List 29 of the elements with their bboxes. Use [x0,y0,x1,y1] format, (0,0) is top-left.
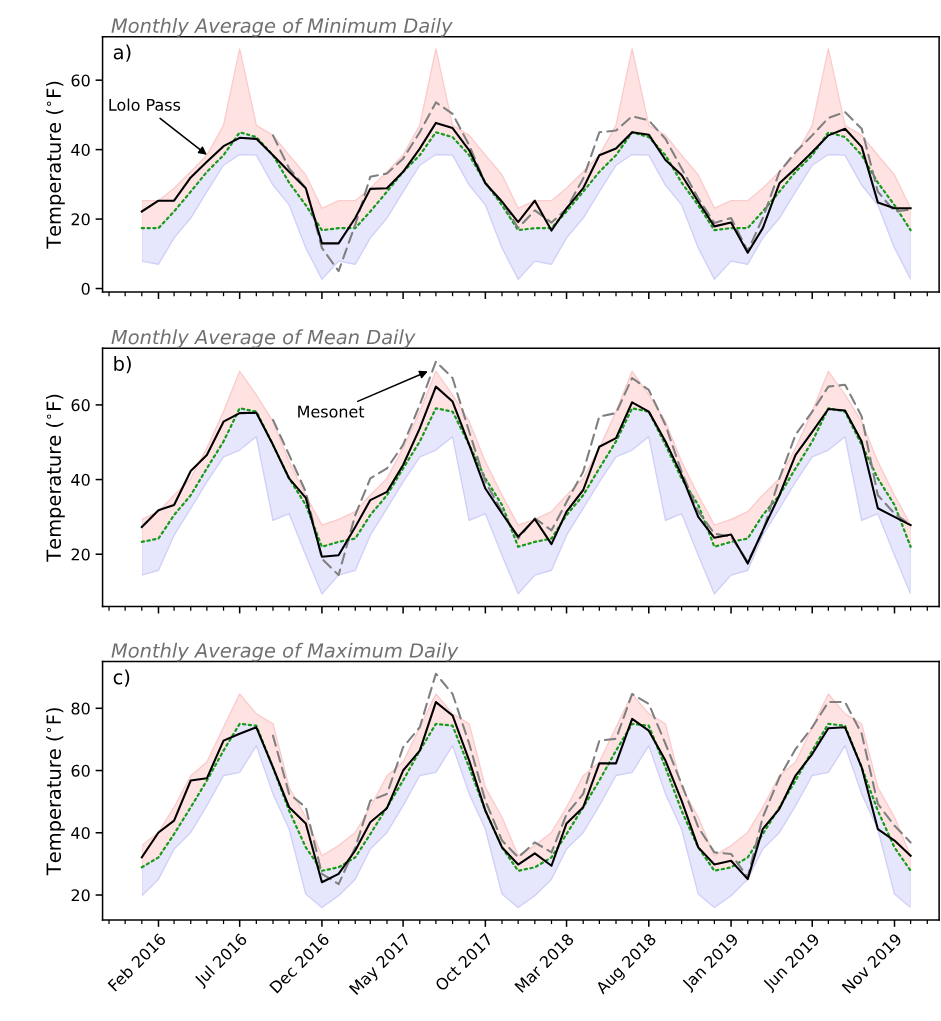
annotation: a) [113,44,131,62]
y-tick-label: 20 [71,889,90,902]
y-tick-label: 80 [71,702,90,715]
line-series [140,385,912,565]
line-series [140,121,912,254]
y-tick-label: 20 [71,548,90,561]
annotation: b) [114,355,131,374]
y-tick-label: 60 [71,399,90,412]
y-axis-title: Temperature ($^{∘}$F) [46,81,65,249]
line-series [271,672,912,886]
chart-title: Monthly Average of Minimum Daily [111,17,453,37]
line-series [140,722,912,872]
y-tick-label: 40 [71,143,90,156]
y-tick-label: 60 [71,764,90,777]
line-series [140,701,912,884]
annotation: c) [113,669,130,687]
y-axis-title: Temperature ($^{∘}$F) [46,394,65,562]
y-tick-label: 40 [71,826,90,840]
chart-title: Monthly Average of Maximum Daily [111,642,459,662]
y-tick-label: 0 [81,282,90,295]
y-tick-label: 60 [71,74,90,87]
y-tick-label: 40 [71,473,90,486]
annotation: Mesonet [298,405,365,418]
line-series [140,131,912,232]
line-series [140,407,912,548]
y-axis-title: Temperature ($^{∘}$F) [46,708,65,876]
y-tick-label: 20 [71,213,90,226]
chart-title: Monthly Average of Mean Daily [111,329,416,349]
annotation: Lolo Pass [109,98,181,111]
